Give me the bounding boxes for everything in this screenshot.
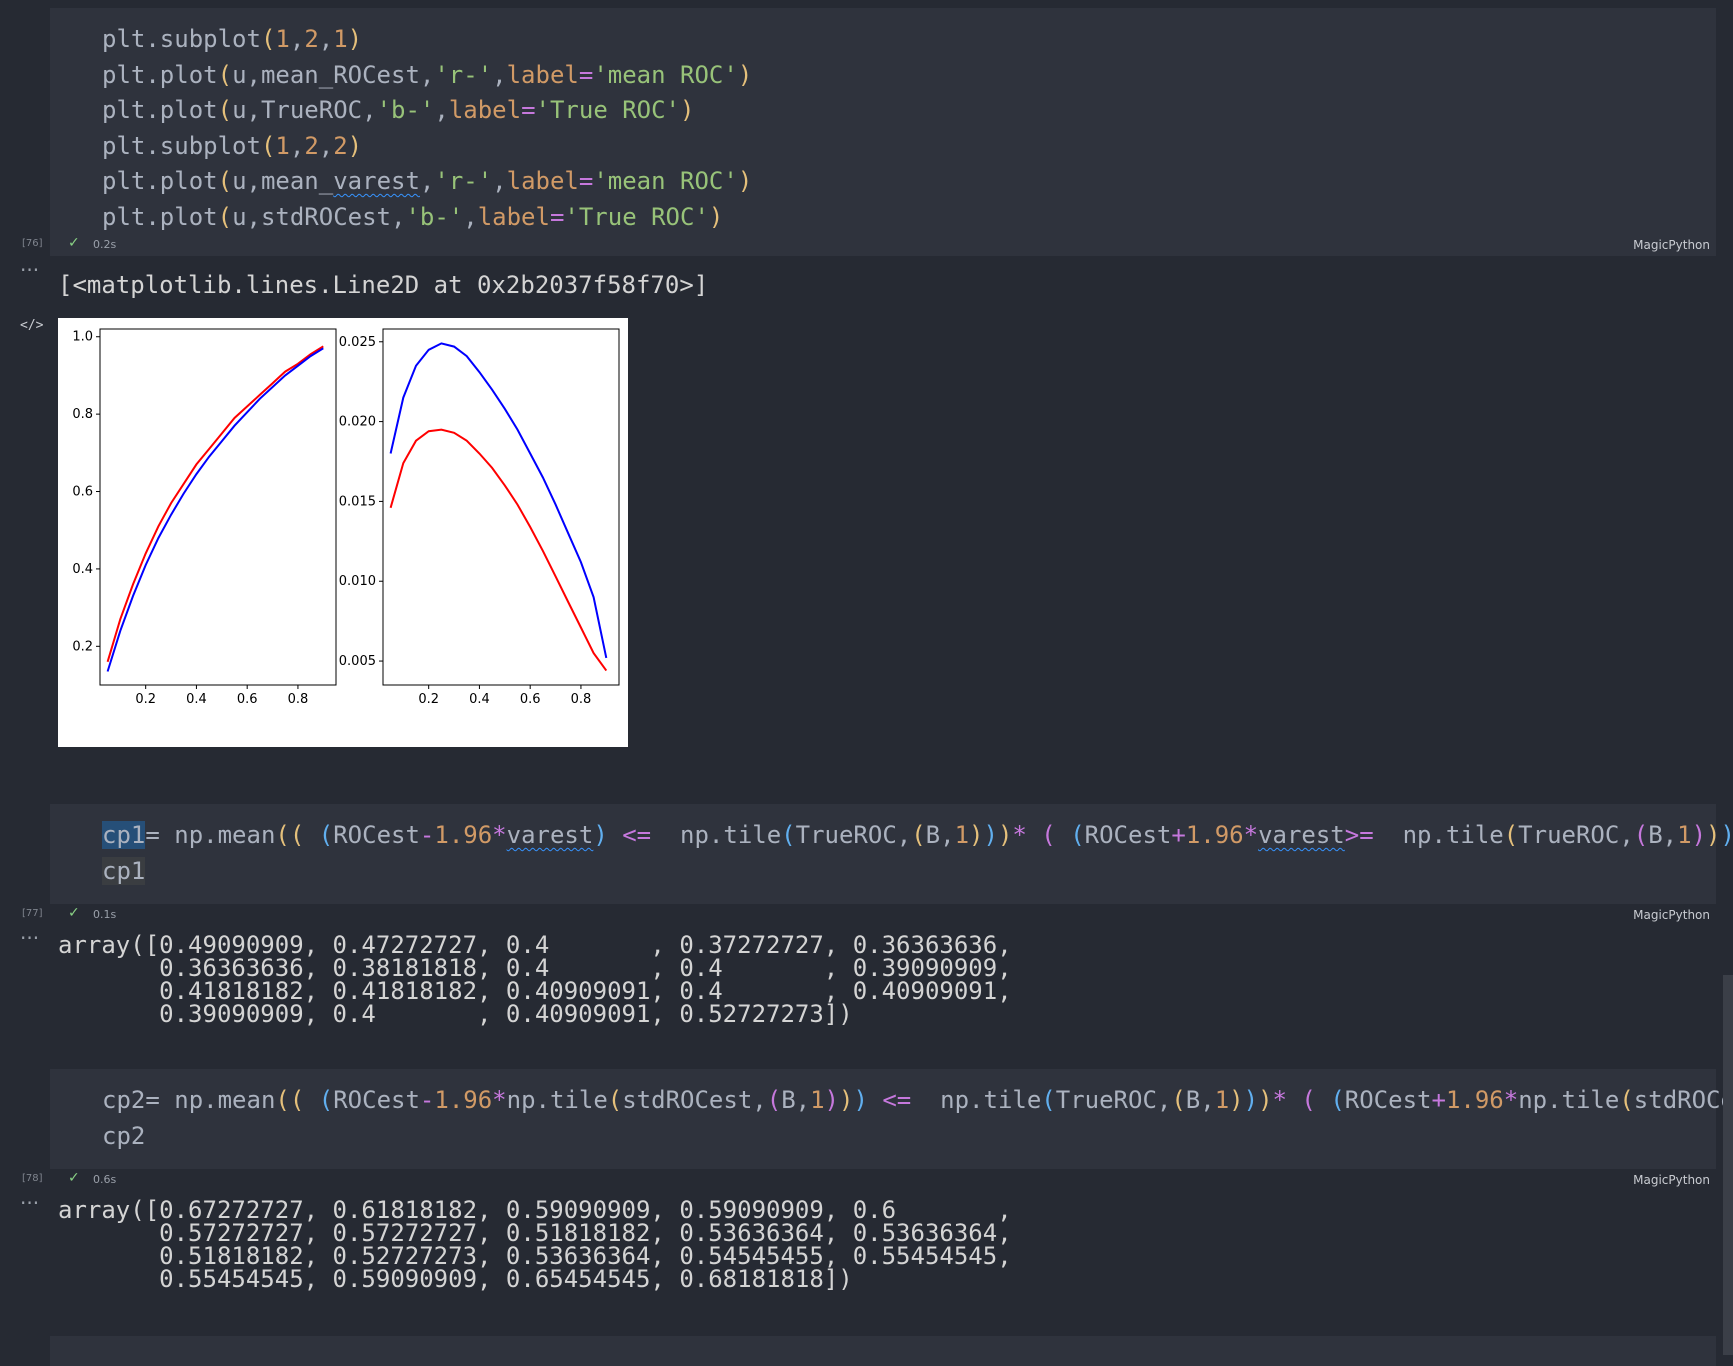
output-line: array([0.49090909, 0.47272727, 0.4 , 0.3… <box>58 931 1012 959</box>
code-line[interactable]: plt.plot(u,mean_varest,'r-',label='mean … <box>102 167 753 195</box>
output-line: array([0.67272727, 0.61818182, 0.5909090… <box>58 1196 1012 1224</box>
matplotlib-figure: 0.2 0.4 0.6 0.8 0.2 0.4 0.6 0.8 1.0 0.2 0.4 0.6 0.8 0… <box>58 318 628 747</box>
code-line[interactable]: plt.plot(u,stdROCest,'b-',label='True RO… <box>102 202 724 231</box>
execution-time: 0.1s <box>93 908 117 921</box>
x-tick-label: 0.6 <box>237 692 258 707</box>
y-tick-label: 0.005 <box>339 654 376 669</box>
x-tick-label: 0.4 <box>186 692 207 707</box>
output-more-icon[interactable]: ··· <box>20 926 40 950</box>
series-line <box>389 428 608 672</box>
series-line <box>389 342 608 659</box>
y-tick-label: 0.8 <box>72 407 93 422</box>
check-icon: ✓ <box>68 235 80 251</box>
code-line[interactable]: plt.subplot(1,2,2) <box>102 131 363 160</box>
y-tick-label: 0.010 <box>339 574 376 589</box>
code-line[interactable]: plt.plot(u,TrueROC,'b-',label='True ROC'… <box>102 96 695 124</box>
output-line: 0.51818182, 0.52727273, 0.53636364, 0.54… <box>58 1242 1012 1270</box>
empty-code-cell[interactable] <box>50 1336 1716 1366</box>
series-line <box>106 345 324 663</box>
output-line: 0.55454545, 0.59090909, 0.65454545, 0.68… <box>58 1265 853 1293</box>
output-line: 0.57272727, 0.57272727, 0.51818182, 0.53… <box>58 1219 1012 1247</box>
code-line[interactable]: cp1 <box>102 856 146 885</box>
x-tick-label: 0.2 <box>418 692 439 707</box>
cell-status-bar: [78] ✓ 0.6s MagicPython <box>0 1168 1716 1192</box>
check-icon: ✓ <box>68 905 80 921</box>
output-text: [<matplotlib.lines.Line2D at 0x2b2037f58… <box>58 271 709 299</box>
output-more-icon[interactable]: ··· <box>20 1191 40 1215</box>
cell-language-button[interactable]: MagicPython <box>1633 908 1710 922</box>
code-cell-78[interactable]: cp2= np.mean(( (ROCest-1.96*np.tile(stdR… <box>50 1069 1733 1169</box>
output-more-icon[interactable]: ··· <box>20 258 40 282</box>
code-line[interactable]: plt.subplot(1,2,1) <box>102 25 363 53</box>
vertical-scrollbar[interactable] <box>1723 975 1733 1355</box>
cell-status-bar: [76] ✓ 0.2s MagicPython <box>0 233 1716 257</box>
y-tick-label: 0.2 <box>72 639 93 654</box>
code-cell-77[interactable]: cp1= np.mean(( (ROCest-1.96*varest) <= n… <box>50 804 1733 904</box>
check-icon: ✓ <box>68 1170 80 1186</box>
y-tick-label: 0.4 <box>72 562 93 577</box>
x-tick-label: 0.8 <box>288 692 309 707</box>
execution-count: [76] <box>22 238 43 249</box>
output-line: 0.41818182, 0.41818182, 0.40909091, 0.4 … <box>58 977 1012 1005</box>
execution-time: 0.6s <box>93 1173 117 1186</box>
x-tick-label: 0.2 <box>135 692 156 707</box>
x-tick-label: 0.6 <box>520 692 541 707</box>
cell-language-button[interactable]: MagicPython <box>1633 238 1710 252</box>
series-line <box>106 347 324 672</box>
figure-svg: 0.2 0.4 0.6 0.8 0.2 0.4 0.6 0.8 1.0 0.2 0.4 0.6 0.8 0… <box>72 328 620 707</box>
code-cell-76[interactable]: plt.subplot(1,2,1) plt.plot(u,mean_ROCes… <box>50 8 1716 256</box>
cell-status-bar: [77] ✓ 0.1s MagicPython <box>0 903 1716 927</box>
y-tick-label: 0.020 <box>339 415 376 430</box>
code-line[interactable]: cp2 <box>102 1121 146 1150</box>
code-render-icon[interactable]: </> <box>20 318 44 333</box>
code-line[interactable]: cp2= np.mean(( (ROCest-1.96*np.tile(stdR… <box>102 1086 1733 1114</box>
execution-count: [77] <box>22 908 43 919</box>
x-tick-label: 0.8 <box>571 692 592 707</box>
code-line[interactable]: plt.plot(u,mean_ROCest,'r-',label='mean … <box>102 60 753 89</box>
y-tick-label: 1.0 <box>72 330 93 345</box>
y-tick-label: 0.025 <box>339 335 376 350</box>
output-line: 0.36363636, 0.38181818, 0.4 , 0.4 , 0.39… <box>58 954 1012 982</box>
y-tick-label: 0.015 <box>339 494 376 509</box>
output-line: 0.39090909, 0.4 , 0.40909091, 0.52727273… <box>58 1000 853 1028</box>
cell-language-button[interactable]: MagicPython <box>1633 1173 1710 1187</box>
axes-frame <box>99 328 337 686</box>
execution-count: [78] <box>22 1173 43 1184</box>
execution-time: 0.2s <box>93 238 117 251</box>
x-tick-label: 0.4 <box>469 692 490 707</box>
code-line[interactable]: cp1= np.mean(( (ROCest-1.96*varest) <= n… <box>102 821 1733 849</box>
y-tick-label: 0.6 <box>72 485 93 500</box>
